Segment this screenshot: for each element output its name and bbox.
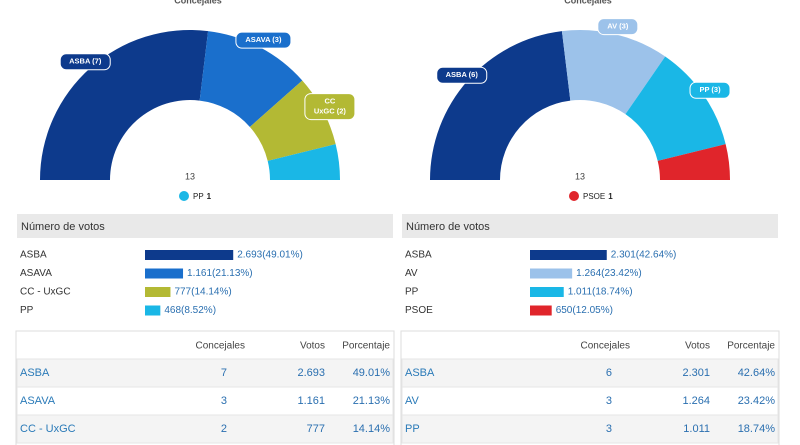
vote-party: AV bbox=[405, 268, 418, 279]
legend-dot bbox=[569, 191, 579, 201]
votes-title: Número de votos bbox=[21, 221, 105, 233]
vote-label: 2.301(42.64%) bbox=[611, 250, 677, 261]
table-party: AV bbox=[405, 395, 420, 407]
vote-bar bbox=[530, 305, 552, 316]
table-cell: 21.13% bbox=[353, 395, 391, 407]
seat-label-pill bbox=[59, 53, 111, 71]
vote-party: ASBA bbox=[20, 250, 47, 261]
table-party: ASBA bbox=[20, 367, 50, 379]
table-header: Porcentaje bbox=[342, 341, 390, 352]
vote-party: PP bbox=[20, 305, 34, 316]
legend-label: PSOE 1 bbox=[583, 192, 613, 201]
table-header: Concejales bbox=[581, 341, 630, 352]
votes-header-bg bbox=[17, 214, 393, 238]
seat-segment bbox=[199, 31, 303, 127]
legend-seats: 1 bbox=[207, 192, 212, 201]
seat-label-pill bbox=[689, 81, 731, 99]
vote-bar bbox=[145, 305, 161, 316]
seat-label-pill bbox=[597, 18, 639, 36]
table-cell: 49.01% bbox=[353, 367, 391, 379]
seat-segment bbox=[40, 30, 209, 181]
table-cell: 1.161 bbox=[297, 395, 325, 407]
seat-label: AV (3) bbox=[607, 22, 629, 31]
seat-label-pill bbox=[235, 31, 292, 49]
vote-bar bbox=[145, 268, 184, 279]
table-party: ASBA bbox=[405, 367, 435, 379]
table-row-bg bbox=[16, 414, 394, 444]
table-row-bg bbox=[401, 358, 779, 388]
table-cell: 23.42% bbox=[738, 395, 776, 407]
seat-segment bbox=[625, 56, 726, 161]
seat-label-pill bbox=[436, 66, 488, 84]
table-cell: 14.14% bbox=[353, 423, 391, 435]
total-seats: 13 bbox=[185, 171, 195, 181]
legend-name: PSOE bbox=[583, 192, 605, 201]
vote-label: 1.264(23.42%) bbox=[576, 268, 642, 279]
table-header: Concejales bbox=[196, 341, 245, 352]
vote-bar bbox=[530, 250, 607, 260]
vote-label: 1.011(18.74%) bbox=[568, 287, 633, 298]
vote-party: CC - UxGC bbox=[20, 287, 71, 298]
seat-label: ASBA (6) bbox=[446, 70, 479, 79]
panel-header: Concejales bbox=[564, 0, 612, 5]
table-cell: 7 bbox=[221, 367, 227, 379]
vote-label: 777(14.14%) bbox=[174, 287, 231, 298]
table-header: Votos bbox=[300, 341, 325, 352]
vote-bar bbox=[145, 250, 234, 260]
vote-party: PP bbox=[405, 287, 419, 298]
vote-label: 650(12.05%) bbox=[556, 305, 613, 316]
seat-label-pill bbox=[304, 93, 356, 121]
legend-seats: 1 bbox=[608, 192, 613, 201]
seat-label: CC bbox=[324, 97, 335, 106]
table-header: Porcentaje bbox=[727, 341, 775, 352]
vote-bar bbox=[145, 287, 171, 297]
table-row-bg bbox=[16, 386, 394, 416]
table-cell: 42.64% bbox=[738, 367, 776, 379]
seat-label: ASAVA (3) bbox=[245, 35, 282, 44]
seat-label: UxGC (2) bbox=[314, 107, 347, 116]
table-cell: 777 bbox=[307, 423, 325, 435]
panel-header: Concejales bbox=[174, 0, 222, 5]
seat-segment bbox=[267, 144, 340, 180]
seat-label: ASBA (7) bbox=[69, 57, 102, 66]
table-cell: 3 bbox=[606, 423, 612, 435]
seat-label: PP (3) bbox=[699, 85, 721, 94]
vote-party: PSOE bbox=[405, 305, 433, 316]
vote-party: ASAVA bbox=[20, 268, 52, 279]
votes-title: Número de votos bbox=[406, 221, 490, 233]
vote-label: 2.693(49.01%) bbox=[237, 250, 303, 261]
table-cell: 2.301 bbox=[682, 367, 710, 379]
vote-label: 1.161(21.13%) bbox=[187, 268, 253, 279]
vote-bar bbox=[530, 287, 564, 297]
table-party: ASAVA bbox=[20, 395, 56, 407]
table-cell: 2.693 bbox=[297, 367, 325, 379]
table-row-bg bbox=[401, 386, 779, 416]
vote-party: ASBA bbox=[405, 250, 432, 261]
table-party: CC - UxGC bbox=[20, 423, 76, 435]
table-cell: 1.011 bbox=[683, 423, 710, 435]
seat-segment bbox=[657, 144, 730, 180]
table-cell: 3 bbox=[606, 395, 612, 407]
table-cell: 18.74% bbox=[738, 423, 776, 435]
table-cell: 3 bbox=[221, 395, 227, 407]
vote-bar bbox=[530, 268, 573, 279]
seat-segment bbox=[430, 31, 571, 180]
legend-name: PP bbox=[193, 192, 204, 201]
seat-segment bbox=[561, 30, 666, 115]
legend-dot bbox=[179, 191, 189, 201]
table-header: Votos bbox=[685, 341, 710, 352]
votes-header-bg bbox=[402, 214, 778, 238]
table-cell: 1.264 bbox=[682, 395, 710, 407]
legend-label: PP 1 bbox=[193, 192, 212, 201]
table-cell: 2 bbox=[221, 423, 227, 435]
total-seats: 13 bbox=[575, 171, 585, 181]
table-party: PP bbox=[405, 423, 420, 435]
table-row-bg bbox=[401, 414, 779, 444]
table-row-bg bbox=[16, 358, 394, 388]
table-cell: 6 bbox=[606, 367, 612, 379]
vote-label: 468(8.52%) bbox=[164, 305, 216, 316]
